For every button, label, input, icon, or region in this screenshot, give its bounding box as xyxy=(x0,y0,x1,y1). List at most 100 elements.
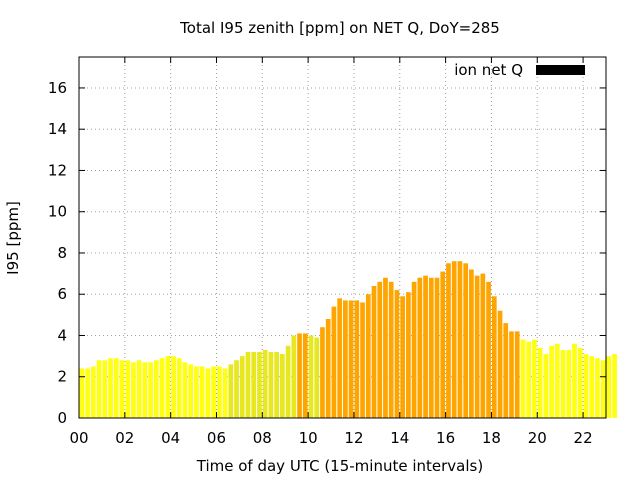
bar xyxy=(365,294,371,418)
y-tick-label: 2 xyxy=(57,368,67,386)
bar xyxy=(406,292,411,418)
bar xyxy=(572,343,577,418)
bar xyxy=(274,351,279,418)
bar xyxy=(108,358,113,418)
bar xyxy=(377,281,383,418)
y-tick-label: 10 xyxy=(48,203,67,221)
bar xyxy=(457,261,463,418)
x-tick-label: 06 xyxy=(207,429,226,447)
x-tick-label: 20 xyxy=(528,429,547,447)
bar xyxy=(480,273,486,418)
bar xyxy=(463,263,469,418)
bar xyxy=(136,360,142,418)
y-tick-label: 16 xyxy=(48,79,67,97)
bar xyxy=(222,368,228,418)
x-tick-label: 08 xyxy=(253,429,272,447)
bar xyxy=(388,281,394,418)
bar xyxy=(234,360,239,418)
y-tick-label: 8 xyxy=(57,244,67,262)
bar xyxy=(171,356,176,418)
y-tick-label: 14 xyxy=(48,120,67,138)
bar xyxy=(211,366,216,418)
bar xyxy=(337,298,342,418)
bar xyxy=(549,345,554,418)
x-tick-label: 04 xyxy=(161,429,180,447)
bar xyxy=(285,345,291,418)
bar xyxy=(566,349,572,418)
bar xyxy=(491,296,497,418)
bar xyxy=(257,351,262,418)
bar xyxy=(251,351,257,418)
bar xyxy=(188,364,194,418)
bar xyxy=(199,366,205,418)
bar xyxy=(148,362,153,418)
bar xyxy=(606,356,612,418)
bar xyxy=(228,364,234,418)
bar xyxy=(595,358,600,418)
bar xyxy=(262,349,268,418)
bar xyxy=(79,368,85,418)
bar xyxy=(577,347,583,418)
bar xyxy=(589,356,595,418)
bar xyxy=(320,327,325,418)
x-tick-label: 12 xyxy=(344,429,363,447)
bar xyxy=(417,277,423,418)
bar xyxy=(165,356,171,418)
bar xyxy=(308,335,314,418)
bars xyxy=(79,261,617,418)
legend-label: ion net Q xyxy=(454,61,523,79)
x-tick-label: 22 xyxy=(574,429,593,447)
bar xyxy=(583,354,589,418)
bar xyxy=(474,275,480,418)
bar xyxy=(446,263,451,418)
bar xyxy=(554,343,560,418)
bar xyxy=(612,354,617,418)
bar xyxy=(297,333,302,418)
bar xyxy=(90,366,96,418)
bar xyxy=(280,354,285,418)
bar xyxy=(428,277,434,418)
bar xyxy=(509,331,514,418)
bar xyxy=(348,300,354,418)
bar xyxy=(216,366,222,418)
bar xyxy=(514,331,520,418)
bar xyxy=(600,360,606,418)
bar xyxy=(113,358,119,418)
bar xyxy=(325,318,331,418)
bar xyxy=(497,310,503,418)
bar xyxy=(400,296,405,418)
bar xyxy=(182,362,188,418)
legend-swatch xyxy=(536,65,585,75)
bar xyxy=(560,349,566,418)
chart-title: Total I95 zenith [ppm] on NET Q, DoY=285 xyxy=(179,19,500,37)
bar xyxy=(291,335,297,418)
bar xyxy=(526,341,532,418)
x-tick-label: 00 xyxy=(69,429,88,447)
y-axis-label: I95 [ppm] xyxy=(4,201,22,275)
bar xyxy=(371,285,377,418)
bar xyxy=(85,368,90,418)
bar xyxy=(360,302,365,418)
bar xyxy=(423,275,428,418)
bar xyxy=(159,358,165,418)
y-tick-label: 6 xyxy=(57,285,67,303)
bar xyxy=(394,290,400,418)
bar xyxy=(331,306,337,418)
bar xyxy=(411,281,417,418)
y-tick-label: 0 xyxy=(57,409,67,427)
x-axis-label: Time of day UTC (15-minute intervals) xyxy=(196,457,483,475)
bar xyxy=(153,360,159,418)
bar xyxy=(343,300,348,418)
bar xyxy=(268,351,274,418)
bar xyxy=(194,366,199,418)
bar xyxy=(354,300,360,418)
bar xyxy=(119,360,125,418)
bar xyxy=(440,271,446,418)
bar xyxy=(503,323,509,418)
x-tick-label: 16 xyxy=(436,429,455,447)
y-tick-label: 12 xyxy=(48,161,67,179)
bar xyxy=(383,277,388,418)
bar xyxy=(543,354,549,418)
